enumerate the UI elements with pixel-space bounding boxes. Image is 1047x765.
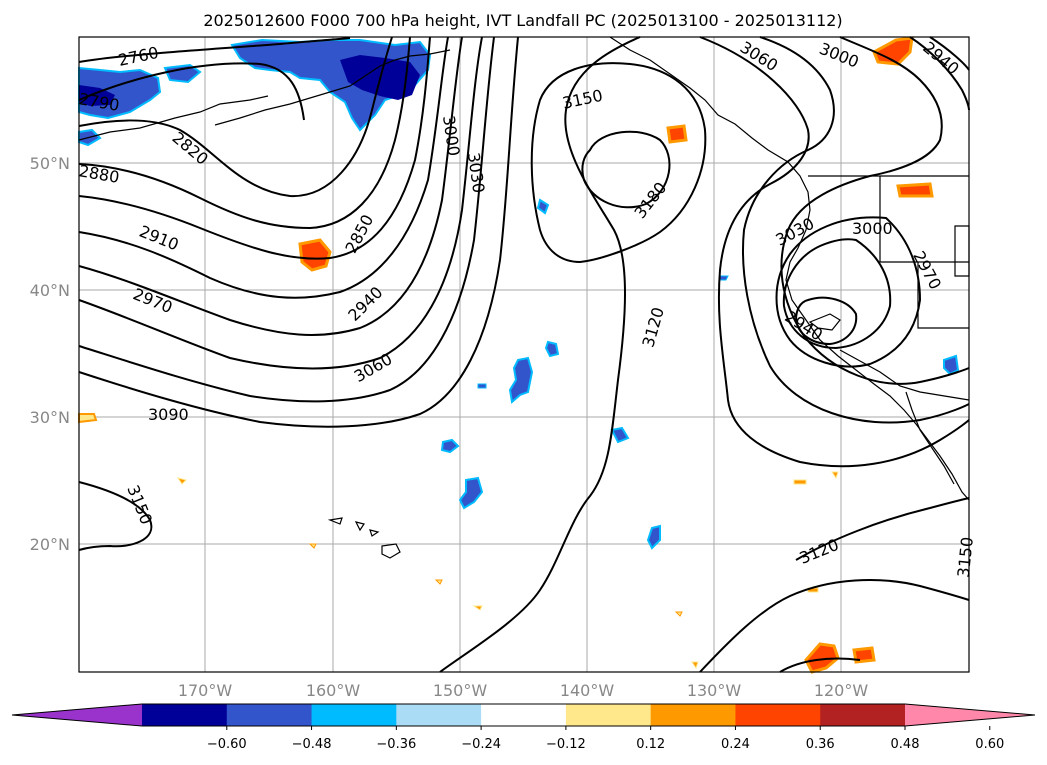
colorbar-tick-label: −0.24 <box>461 737 501 752</box>
colorbar: −0.60 −0.48 −0.36 −0.24 −0.12 0.12 0.24 0.36 0.4… <box>11 703 1036 752</box>
colorbar-tick-label: 0.36 <box>806 737 835 752</box>
colorbar-segment <box>311 704 397 726</box>
lon-label: 150°W <box>433 681 488 700</box>
lon-label: 130°W <box>687 681 742 700</box>
ivt-positive-shading <box>78 36 934 674</box>
lon-label: 120°W <box>814 681 869 700</box>
lat-labels: 50°N 40°N 30°N 20°N <box>30 154 70 554</box>
colorbar-tick-label: −0.12 <box>546 737 586 752</box>
colorbar-segment <box>820 704 906 726</box>
colorbar-segment <box>735 704 821 726</box>
colorbar-segment <box>226 704 313 726</box>
map-title: 2025012600 F000 700 hPa height, IVT Land… <box>203 11 842 30</box>
colorbar-tick-label: −0.60 <box>207 737 247 752</box>
map-frame <box>78 36 970 673</box>
contour-label: 3090 <box>148 405 189 424</box>
colorbar-extend-high <box>905 704 1035 726</box>
lat-label: 20°N <box>30 535 70 554</box>
contour-label: 3000 <box>852 219 893 238</box>
colorbar-tick-label: 0.12 <box>636 737 665 752</box>
colorbar-tick-label: −0.36 <box>376 737 416 752</box>
colorbar-tick-label: 0.60 <box>975 737 1004 752</box>
lat-label: 50°N <box>30 154 70 173</box>
lon-label: 170°W <box>178 681 233 700</box>
contour-label: 3150 <box>954 536 977 578</box>
colorbar-segment <box>142 704 228 726</box>
colorbar-extend-low <box>12 704 142 726</box>
colorbar-segments <box>11 703 1036 727</box>
lon-label: 140°W <box>560 681 615 700</box>
lat-label: 30°N <box>30 408 70 427</box>
colorbar-segment <box>565 704 652 726</box>
graticule <box>79 37 969 672</box>
colorbar-outline <box>11 703 1036 727</box>
colorbar-segment <box>481 704 567 726</box>
colorbar-ticks: −0.60 −0.48 −0.36 −0.24 −0.12 0.12 0.24 0.36 0.4… <box>207 726 1004 752</box>
colorbar-tick-label: −0.48 <box>292 737 332 752</box>
lon-label: 160°W <box>306 681 361 700</box>
map-panel: 2760 2790 2820 2850 2880 2910 2940 2940 … <box>77 36 977 674</box>
lon-labels: 170°W 160°W 150°W 140°W 130°W 120°W <box>178 681 869 700</box>
lat-label: 40°N <box>30 281 70 300</box>
colorbar-segment <box>396 704 482 726</box>
height-contours <box>78 36 970 673</box>
ivt-negative-shading <box>78 38 960 550</box>
colorbar-tick-label: 0.24 <box>721 737 750 752</box>
colorbar-tick-label: 0.48 <box>891 737 920 752</box>
colorbar-segment <box>650 704 736 726</box>
